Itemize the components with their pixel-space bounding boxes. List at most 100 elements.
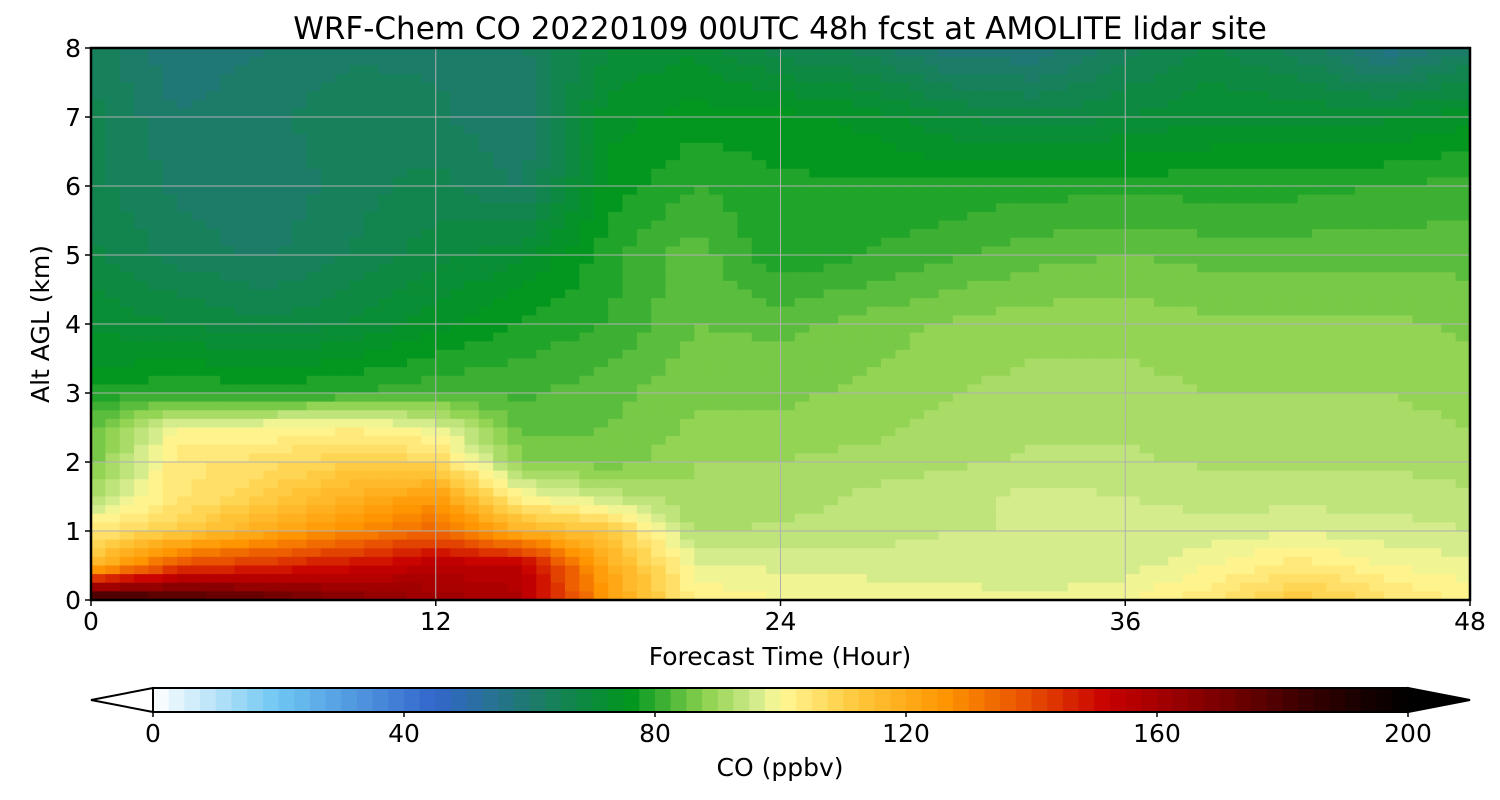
- heatmap-cell: [995, 410, 1012, 420]
- heatmap-cell: [809, 306, 825, 317]
- heatmap-cell: [780, 237, 796, 248]
- heatmap-cell: [579, 375, 595, 386]
- heatmap-cell: [1311, 56, 1328, 67]
- heatmap-cell: [1110, 384, 1127, 394]
- heatmap-cell: [967, 117, 983, 127]
- heatmap-cell: [1369, 142, 1385, 153]
- heatmap-cell: [1067, 203, 1083, 213]
- heatmap-cell: [1297, 134, 1313, 144]
- heatmap-cell: [967, 427, 983, 437]
- heatmap-cell: [866, 82, 882, 92]
- heatmap-cell: [148, 375, 164, 386]
- heatmap-cell: [1426, 410, 1443, 420]
- heatmap-cell: [952, 401, 969, 412]
- heatmap-cell: [421, 470, 437, 481]
- heatmap-cell: [1168, 211, 1184, 222]
- heatmap-cell: [435, 56, 451, 67]
- heatmap-cell: [967, 306, 983, 317]
- heatmap-cell: [148, 367, 164, 377]
- heatmap-cell: [1254, 108, 1270, 118]
- heatmap-cell: [565, 410, 581, 420]
- heatmap-cell: [852, 444, 868, 455]
- heatmap-cell: [995, 48, 1012, 58]
- heatmap-cell: [105, 375, 121, 386]
- heatmap-cell: [91, 186, 107, 196]
- heatmap-cell: [277, 479, 293, 489]
- heatmap-cell: [1082, 280, 1098, 291]
- heatmap-cell: [1311, 479, 1328, 489]
- heatmap-cell: [651, 151, 667, 161]
- heatmap-cell: [191, 410, 207, 420]
- heatmap-cell: [1412, 462, 1428, 472]
- heatmap-cell: [134, 168, 150, 179]
- heatmap-cell: [1369, 160, 1385, 170]
- heatmap-cell: [335, 487, 351, 498]
- heatmap-cell: [1340, 229, 1356, 239]
- heatmap-cell: [435, 367, 451, 377]
- heatmap-cell: [1254, 263, 1270, 274]
- heatmap-cell: [924, 401, 940, 412]
- heatmap-cell: [1326, 298, 1342, 308]
- heatmap-cell: [924, 73, 940, 84]
- heatmap-cell: [1254, 99, 1270, 110]
- heatmap-cell: [277, 487, 293, 498]
- heatmap-cell: [234, 401, 250, 412]
- heatmap-cell: [1125, 324, 1141, 334]
- heatmap-cell: [1311, 73, 1328, 84]
- heatmap-cell: [1355, 142, 1371, 153]
- heatmap-cell: [1311, 177, 1328, 187]
- heatmap-cell: [1096, 367, 1112, 377]
- heatmap-cell: [162, 289, 178, 299]
- heatmap-cell: [1168, 324, 1184, 334]
- heatmap-cell: [1039, 186, 1055, 196]
- heatmap-cell: [1067, 211, 1083, 222]
- heatmap-cell: [794, 367, 811, 377]
- heatmap-cell: [895, 186, 911, 196]
- heatmap-cell: [536, 229, 552, 239]
- heatmap-cell: [177, 108, 193, 118]
- heatmap-cell: [881, 306, 897, 317]
- heatmap-cell: [493, 358, 509, 368]
- heatmap-cell: [1082, 289, 1098, 299]
- heatmap-cell: [694, 186, 710, 196]
- heatmap-cell: [249, 358, 265, 368]
- heatmap-cell: [450, 255, 466, 265]
- heatmap-cell: [608, 444, 624, 455]
- heatmap-cell: [1024, 462, 1040, 472]
- heatmap-cell: [608, 479, 624, 489]
- heatmap-cell: [852, 56, 868, 67]
- heatmap-cell: [1268, 453, 1285, 463]
- heatmap-cell: [521, 453, 538, 463]
- heatmap-cell: [909, 358, 925, 368]
- heatmap-cell: [1441, 168, 1457, 179]
- heatmap-cell: [521, 246, 538, 256]
- heatmap-cell: [1225, 99, 1241, 110]
- heatmap-cell: [636, 410, 653, 420]
- heatmap-cell: [909, 211, 925, 222]
- heatmap-cell: [981, 142, 997, 153]
- heatmap-cell: [909, 470, 925, 481]
- heatmap-cell: [866, 220, 882, 230]
- heatmap-cell: [1182, 453, 1198, 463]
- heatmap-cell: [177, 418, 193, 429]
- heatmap-cell: [1412, 48, 1428, 58]
- heatmap-cell: [737, 280, 753, 291]
- heatmap-cell: [1268, 298, 1285, 308]
- heatmap-cell: [794, 142, 811, 153]
- heatmap-cell: [464, 401, 480, 412]
- heatmap-cell: [1326, 99, 1342, 110]
- heatmap-cell: [1283, 56, 1299, 67]
- heatmap-cell: [421, 306, 437, 317]
- heatmap-cell: [679, 349, 696, 360]
- heatmap-cell: [622, 125, 638, 136]
- heatmap-cell: [593, 324, 609, 334]
- heatmap-cell: [1297, 470, 1313, 481]
- heatmap-cell: [708, 393, 724, 403]
- heatmap-cell: [493, 65, 509, 75]
- heatmap-cell: [1168, 73, 1184, 84]
- heatmap-cell: [1254, 470, 1270, 481]
- heatmap-cell: [1441, 427, 1457, 437]
- heatmap-cell: [823, 255, 839, 265]
- heatmap-cell: [593, 393, 609, 403]
- heatmap-cell: [794, 237, 811, 248]
